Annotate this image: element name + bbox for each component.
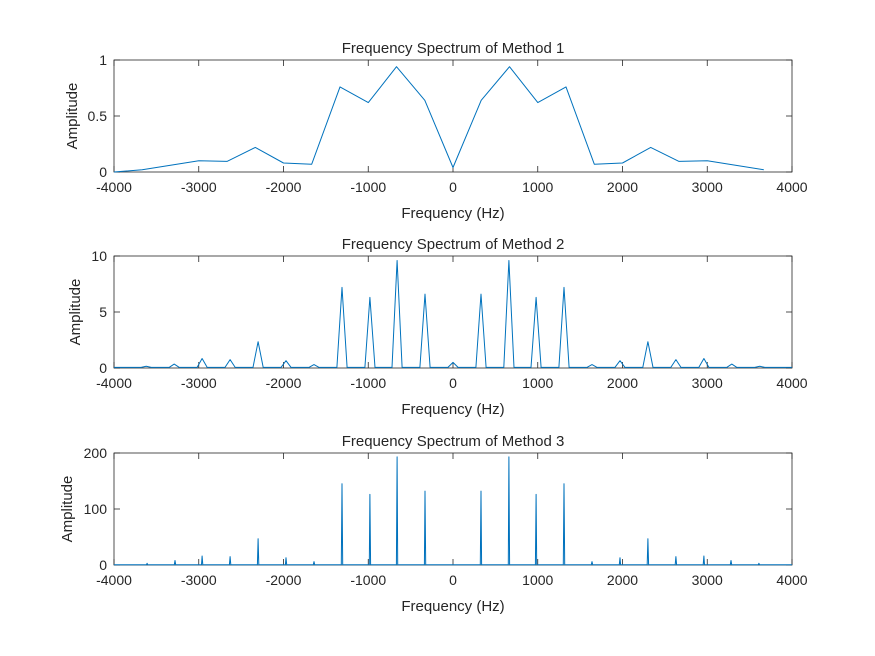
- y-tick-label: 1: [99, 52, 107, 68]
- x-tick-label: 1000: [522, 375, 553, 391]
- y-tick-label: 0: [99, 360, 107, 376]
- x-tick-label: 4000: [776, 179, 807, 195]
- y-tick-label: 200: [84, 445, 108, 461]
- plot-area: [113, 452, 793, 566]
- series-line-1: [114, 260, 792, 368]
- x-tick-label: -1000: [350, 375, 386, 391]
- plot-area: [113, 255, 793, 369]
- x-tick-label: -3000: [181, 572, 217, 588]
- x-axis-label: Frequency (Hz): [401, 205, 504, 222]
- x-tick-label: 0: [449, 572, 457, 588]
- y-axis-label: Amplitude: [64, 83, 81, 150]
- x-tick-label: -1000: [350, 572, 386, 588]
- subplot-3: Frequency Spectrum of Method 3 -4000 -3000…: [59, 433, 808, 615]
- x-tick-label: -3000: [181, 179, 217, 195]
- chart-title: Frequency Spectrum of Method 3: [342, 433, 565, 450]
- y-tick-label: 100: [84, 501, 108, 517]
- x-tick-label: 2000: [607, 179, 638, 195]
- y-tick-label: 5: [99, 304, 107, 320]
- x-tick-label: -2000: [266, 375, 302, 391]
- x-tick-label: 0: [449, 375, 457, 391]
- series-line-1: [114, 456, 792, 566]
- x-axis-label: Frequency (Hz): [401, 401, 504, 418]
- x-tick-label: -1000: [350, 179, 386, 195]
- x-tick-label: 3000: [692, 375, 723, 391]
- x-tick-label: -4000: [96, 375, 132, 391]
- plot-area: [113, 59, 793, 173]
- chart-title: Frequency Spectrum of Method 2: [342, 236, 565, 253]
- x-axis-label: Frequency (Hz): [401, 598, 504, 615]
- x-tick-label: 0: [449, 179, 457, 195]
- x-tick-label: 3000: [692, 179, 723, 195]
- x-tick-label: 2000: [607, 572, 638, 588]
- x-tick-label: -2000: [266, 179, 302, 195]
- series-line-1: [113, 66, 764, 173]
- x-tick-label: -2000: [266, 572, 302, 588]
- x-tick-label: 2000: [607, 375, 638, 391]
- y-tick-label: 0: [99, 164, 107, 180]
- x-tick-label: 4000: [776, 572, 807, 588]
- x-tick-label: -4000: [96, 179, 132, 195]
- y-tick-label: 0.5: [88, 108, 108, 124]
- chart-title: Frequency Spectrum of Method 1: [342, 40, 565, 57]
- y-tick-label: 0: [99, 557, 107, 573]
- subplot-2: Frequency Spectrum of Method 2 -4000 -3000…: [67, 236, 808, 418]
- x-tick-label: 3000: [692, 572, 723, 588]
- x-tick-label: -4000: [96, 572, 132, 588]
- y-tick-label: 10: [91, 248, 107, 264]
- x-tick-label: 4000: [776, 375, 807, 391]
- x-tick-label: 1000: [522, 572, 553, 588]
- x-tick-label: 1000: [522, 179, 553, 195]
- x-tick-label: -3000: [181, 375, 217, 391]
- subplot-1: Frequency Spectrum of Method 1 -4000 -3000…: [64, 40, 808, 222]
- y-axis-label: Amplitude: [59, 476, 76, 543]
- y-axis-label: Amplitude: [67, 279, 84, 346]
